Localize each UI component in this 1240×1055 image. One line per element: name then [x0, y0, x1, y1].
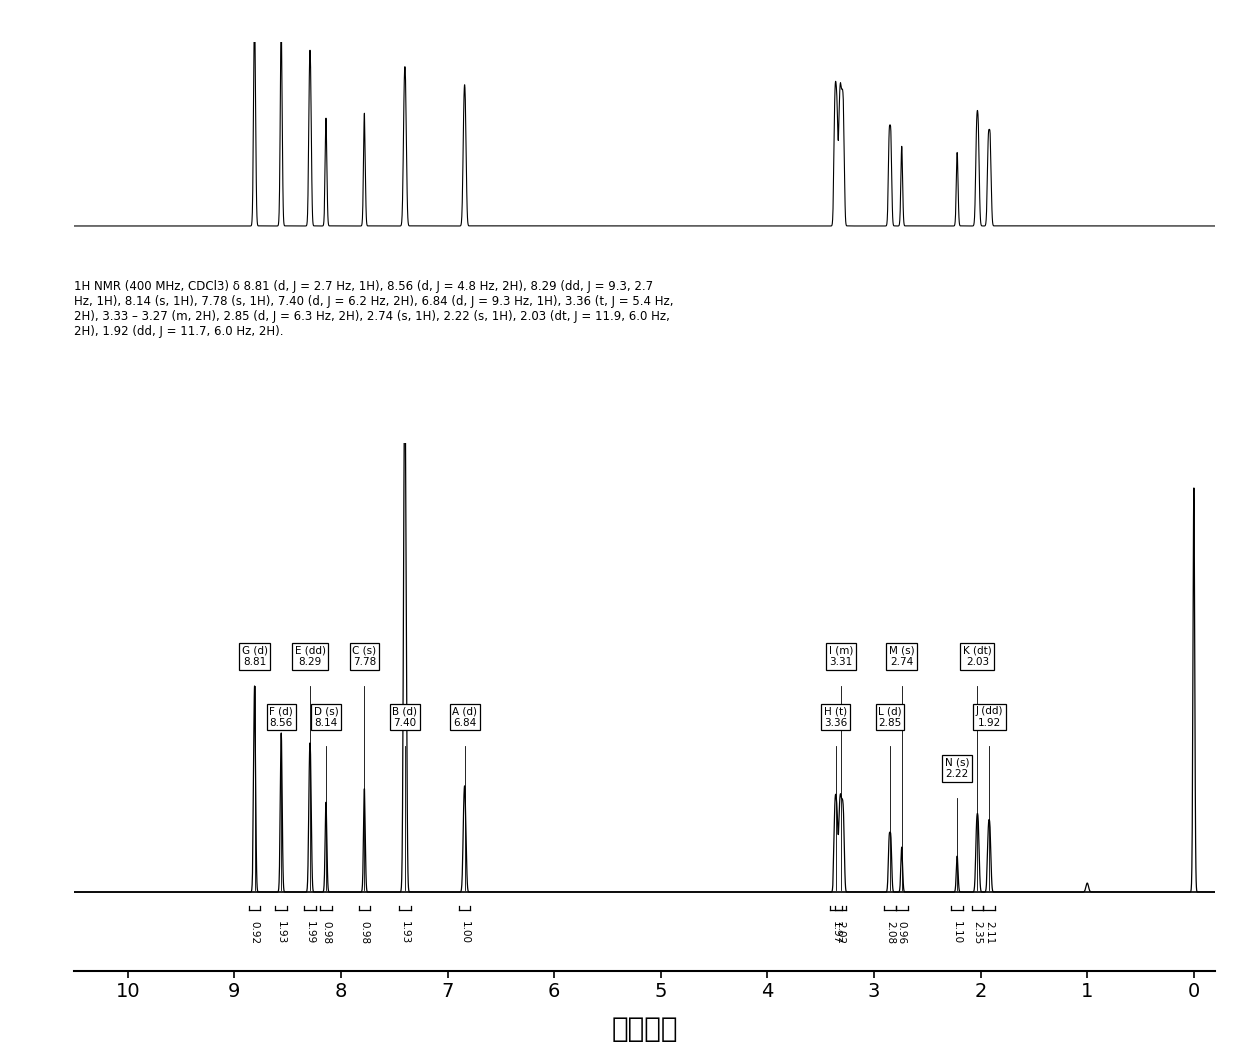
Text: 2.11: 2.11	[985, 921, 994, 944]
Text: 1.99: 1.99	[305, 921, 315, 944]
Text: B (d)
7.40: B (d) 7.40	[392, 706, 418, 728]
Text: 2.08: 2.08	[885, 921, 895, 944]
Text: H (t)
3.36: H (t) 3.36	[825, 706, 847, 728]
Text: 2.35: 2.35	[972, 921, 982, 944]
Text: 1H NMR (400 MHz, CDCl3) δ 8.81 (d, J = 2.7 Hz, 1H), 8.56 (d, J = 4.8 Hz, 2H), 8.: 1H NMR (400 MHz, CDCl3) δ 8.81 (d, J = 2…	[74, 280, 673, 338]
Text: K (dt)
2.03: K (dt) 2.03	[963, 646, 992, 667]
Text: 1.10: 1.10	[952, 921, 962, 944]
Text: M (s)
2.74: M (s) 2.74	[889, 646, 915, 667]
Text: G (d)
8.81: G (d) 8.81	[242, 646, 268, 667]
Text: 0.92: 0.92	[249, 921, 259, 944]
Text: C (s)
7.78: C (s) 7.78	[352, 646, 377, 667]
Text: F (d)
8.56: F (d) 8.56	[269, 706, 293, 728]
Text: 1.93: 1.93	[277, 921, 286, 944]
Text: 0.96: 0.96	[897, 921, 906, 944]
Text: I (m)
3.31: I (m) 3.31	[828, 646, 853, 667]
Text: 0.98: 0.98	[360, 921, 370, 944]
Text: J (dd)
1.92: J (dd) 1.92	[976, 706, 1003, 728]
Text: E (dd)
8.29: E (dd) 8.29	[295, 646, 326, 667]
X-axis label: 化学位移: 化学位移	[611, 1015, 678, 1043]
Text: D (s)
8.14: D (s) 8.14	[314, 706, 339, 728]
Text: 2.02: 2.02	[836, 921, 846, 944]
Text: 0.98: 0.98	[321, 921, 331, 944]
Text: 1.00: 1.00	[460, 921, 470, 944]
Text: N (s)
2.22: N (s) 2.22	[945, 757, 970, 780]
Text: A (d)
6.84: A (d) 6.84	[453, 706, 477, 728]
Text: L (d)
2.85: L (d) 2.85	[878, 706, 901, 728]
Text: 1.97: 1.97	[831, 921, 841, 944]
Text: 1.93: 1.93	[401, 921, 410, 944]
